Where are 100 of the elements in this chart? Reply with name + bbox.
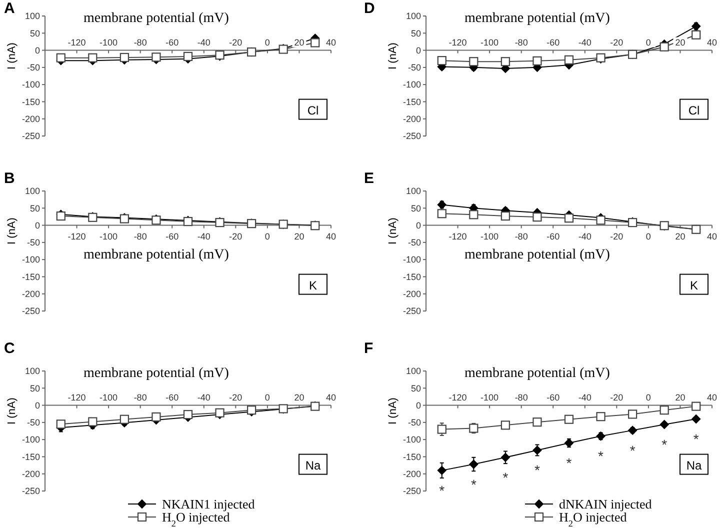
y-tick-label: 100 <box>24 11 40 22</box>
y-tick-label: -200 <box>402 289 421 300</box>
x-tick-label: -120 <box>68 37 86 48</box>
annotation: * <box>598 448 604 464</box>
x-tick-label: -120 <box>448 231 467 242</box>
x-tick-label: 40 <box>706 231 718 242</box>
annotation: Cl <box>688 103 700 118</box>
chart-title: A <box>4 0 15 17</box>
x-tick-label: -120 <box>68 392 86 402</box>
x-tick-label: 40 <box>706 392 718 402</box>
x-tick-label: -120 <box>68 231 86 242</box>
x-tick-label: 40 <box>326 392 336 402</box>
y-tick-label: -150 <box>22 96 40 107</box>
legend-label: dNKAIN injected <box>559 496 652 512</box>
x-tick-label: -100 <box>480 37 499 48</box>
x-tick-label: 0 <box>264 392 270 402</box>
x-tick-label: 20 <box>294 392 304 402</box>
chart-title: C <box>4 340 15 357</box>
annotation: * <box>693 431 700 447</box>
x-tick-label: 20 <box>675 37 686 48</box>
x-tick-label: 20 <box>675 231 686 242</box>
y-tick-label: 100 <box>406 11 421 22</box>
x-tick-label: -20 <box>610 392 624 402</box>
y-tick-label: -100 <box>402 434 421 445</box>
y-tick-label: 0 <box>34 400 40 410</box>
x-tick-label: 20 <box>294 231 304 242</box>
x-tick-label: 0 <box>264 231 270 242</box>
x-tick-label: -20 <box>229 392 242 402</box>
x-tick-label: -20 <box>610 231 624 242</box>
y-tick-label: -150 <box>22 272 40 282</box>
y-tick-label: 0 <box>416 220 421 230</box>
annotation: K <box>308 278 318 292</box>
y-axis-title: I (nA) <box>6 42 18 70</box>
y-axis-title: I (nA) <box>387 398 399 424</box>
y-tick-label: -50 <box>26 62 40 73</box>
y-tick-label: 100 <box>406 366 421 376</box>
x-tick-label: -100 <box>100 231 118 242</box>
annotation: * <box>439 482 446 498</box>
x-tick-label: -40 <box>197 37 210 48</box>
x-tick-label: -60 <box>546 231 560 242</box>
chart-title: B <box>4 170 15 187</box>
x-axis-title: membrane potential (mV) <box>84 247 230 262</box>
annotation: K <box>690 278 698 292</box>
x-tick-label: -60 <box>166 392 179 402</box>
x-axis-title: membrane potential (mV) <box>84 11 230 26</box>
y-tick-label: -200 <box>22 469 40 480</box>
x-tick-label: 0 <box>646 392 651 402</box>
y-tick-label: -150 <box>402 272 421 282</box>
x-tick-label: -80 <box>134 231 147 242</box>
y-tick-label: 100 <box>24 366 40 376</box>
y-tick-label: 50 <box>30 203 40 214</box>
y-tick-label: -200 <box>402 469 421 480</box>
x-axis-title: membrane potential (mV) <box>464 366 610 381</box>
x-tick-label: 40 <box>326 37 336 48</box>
x-tick-label: -120 <box>448 392 467 402</box>
y-tick-label: -200 <box>22 114 40 124</box>
x-tick-label: -20 <box>229 37 242 48</box>
y-tick-label: -50 <box>408 418 421 428</box>
y-tick-label: -150 <box>402 452 421 462</box>
y-tick-label: -150 <box>22 452 40 462</box>
x-tick-label: -80 <box>514 392 528 402</box>
y-tick-label: 100 <box>406 186 421 196</box>
x-axis-title: membrane potential (mV) <box>464 11 610 26</box>
y-tick-label: -100 <box>22 80 40 90</box>
y-tick-label: 50 <box>410 383 421 394</box>
chart-title: E <box>364 170 374 187</box>
y-tick-label: 50 <box>410 203 421 214</box>
y-tick-label: 0 <box>34 45 40 56</box>
annotation: * <box>534 462 540 478</box>
x-tick-label: -60 <box>166 37 179 48</box>
y-tick-label: -100 <box>22 254 40 265</box>
annotation: * <box>470 476 477 492</box>
y-tick-label: -100 <box>402 254 421 265</box>
y-tick-label: -50 <box>408 238 421 248</box>
y-tick-label: 50 <box>30 28 40 38</box>
x-tick-label: -80 <box>514 37 528 48</box>
y-tick-label: -50 <box>408 62 421 73</box>
x-tick-label: -40 <box>578 231 592 242</box>
x-tick-label: -40 <box>578 37 592 48</box>
y-tick-label: -100 <box>402 80 421 90</box>
x-tick-label: -40 <box>197 231 210 242</box>
y-tick-label: -250 <box>402 131 421 142</box>
x-tick-label: -60 <box>546 37 560 48</box>
y-axis-title: I (nA) <box>6 218 18 244</box>
y-tick-label: 50 <box>30 383 40 394</box>
x-tick-label: -100 <box>100 37 118 48</box>
x-tick-label: -80 <box>134 392 147 402</box>
y-tick-label: -200 <box>402 114 421 124</box>
y-tick-label: 100 <box>24 186 40 196</box>
x-tick-label: -100 <box>480 392 499 402</box>
annotation: * <box>502 469 509 486</box>
chart-title: D <box>364 0 375 17</box>
annotation: Cl <box>307 103 319 118</box>
x-tick-label: 0 <box>646 231 651 242</box>
y-tick-label: -200 <box>22 289 40 300</box>
x-tick-label: 0 <box>646 37 651 48</box>
y-axis-title: I (nA) <box>387 218 399 244</box>
legend-label: NKAIN1 injected <box>162 496 256 512</box>
x-axis-title: membrane potential (mV) <box>464 247 610 262</box>
y-axis-title: I (nA) <box>387 42 399 70</box>
